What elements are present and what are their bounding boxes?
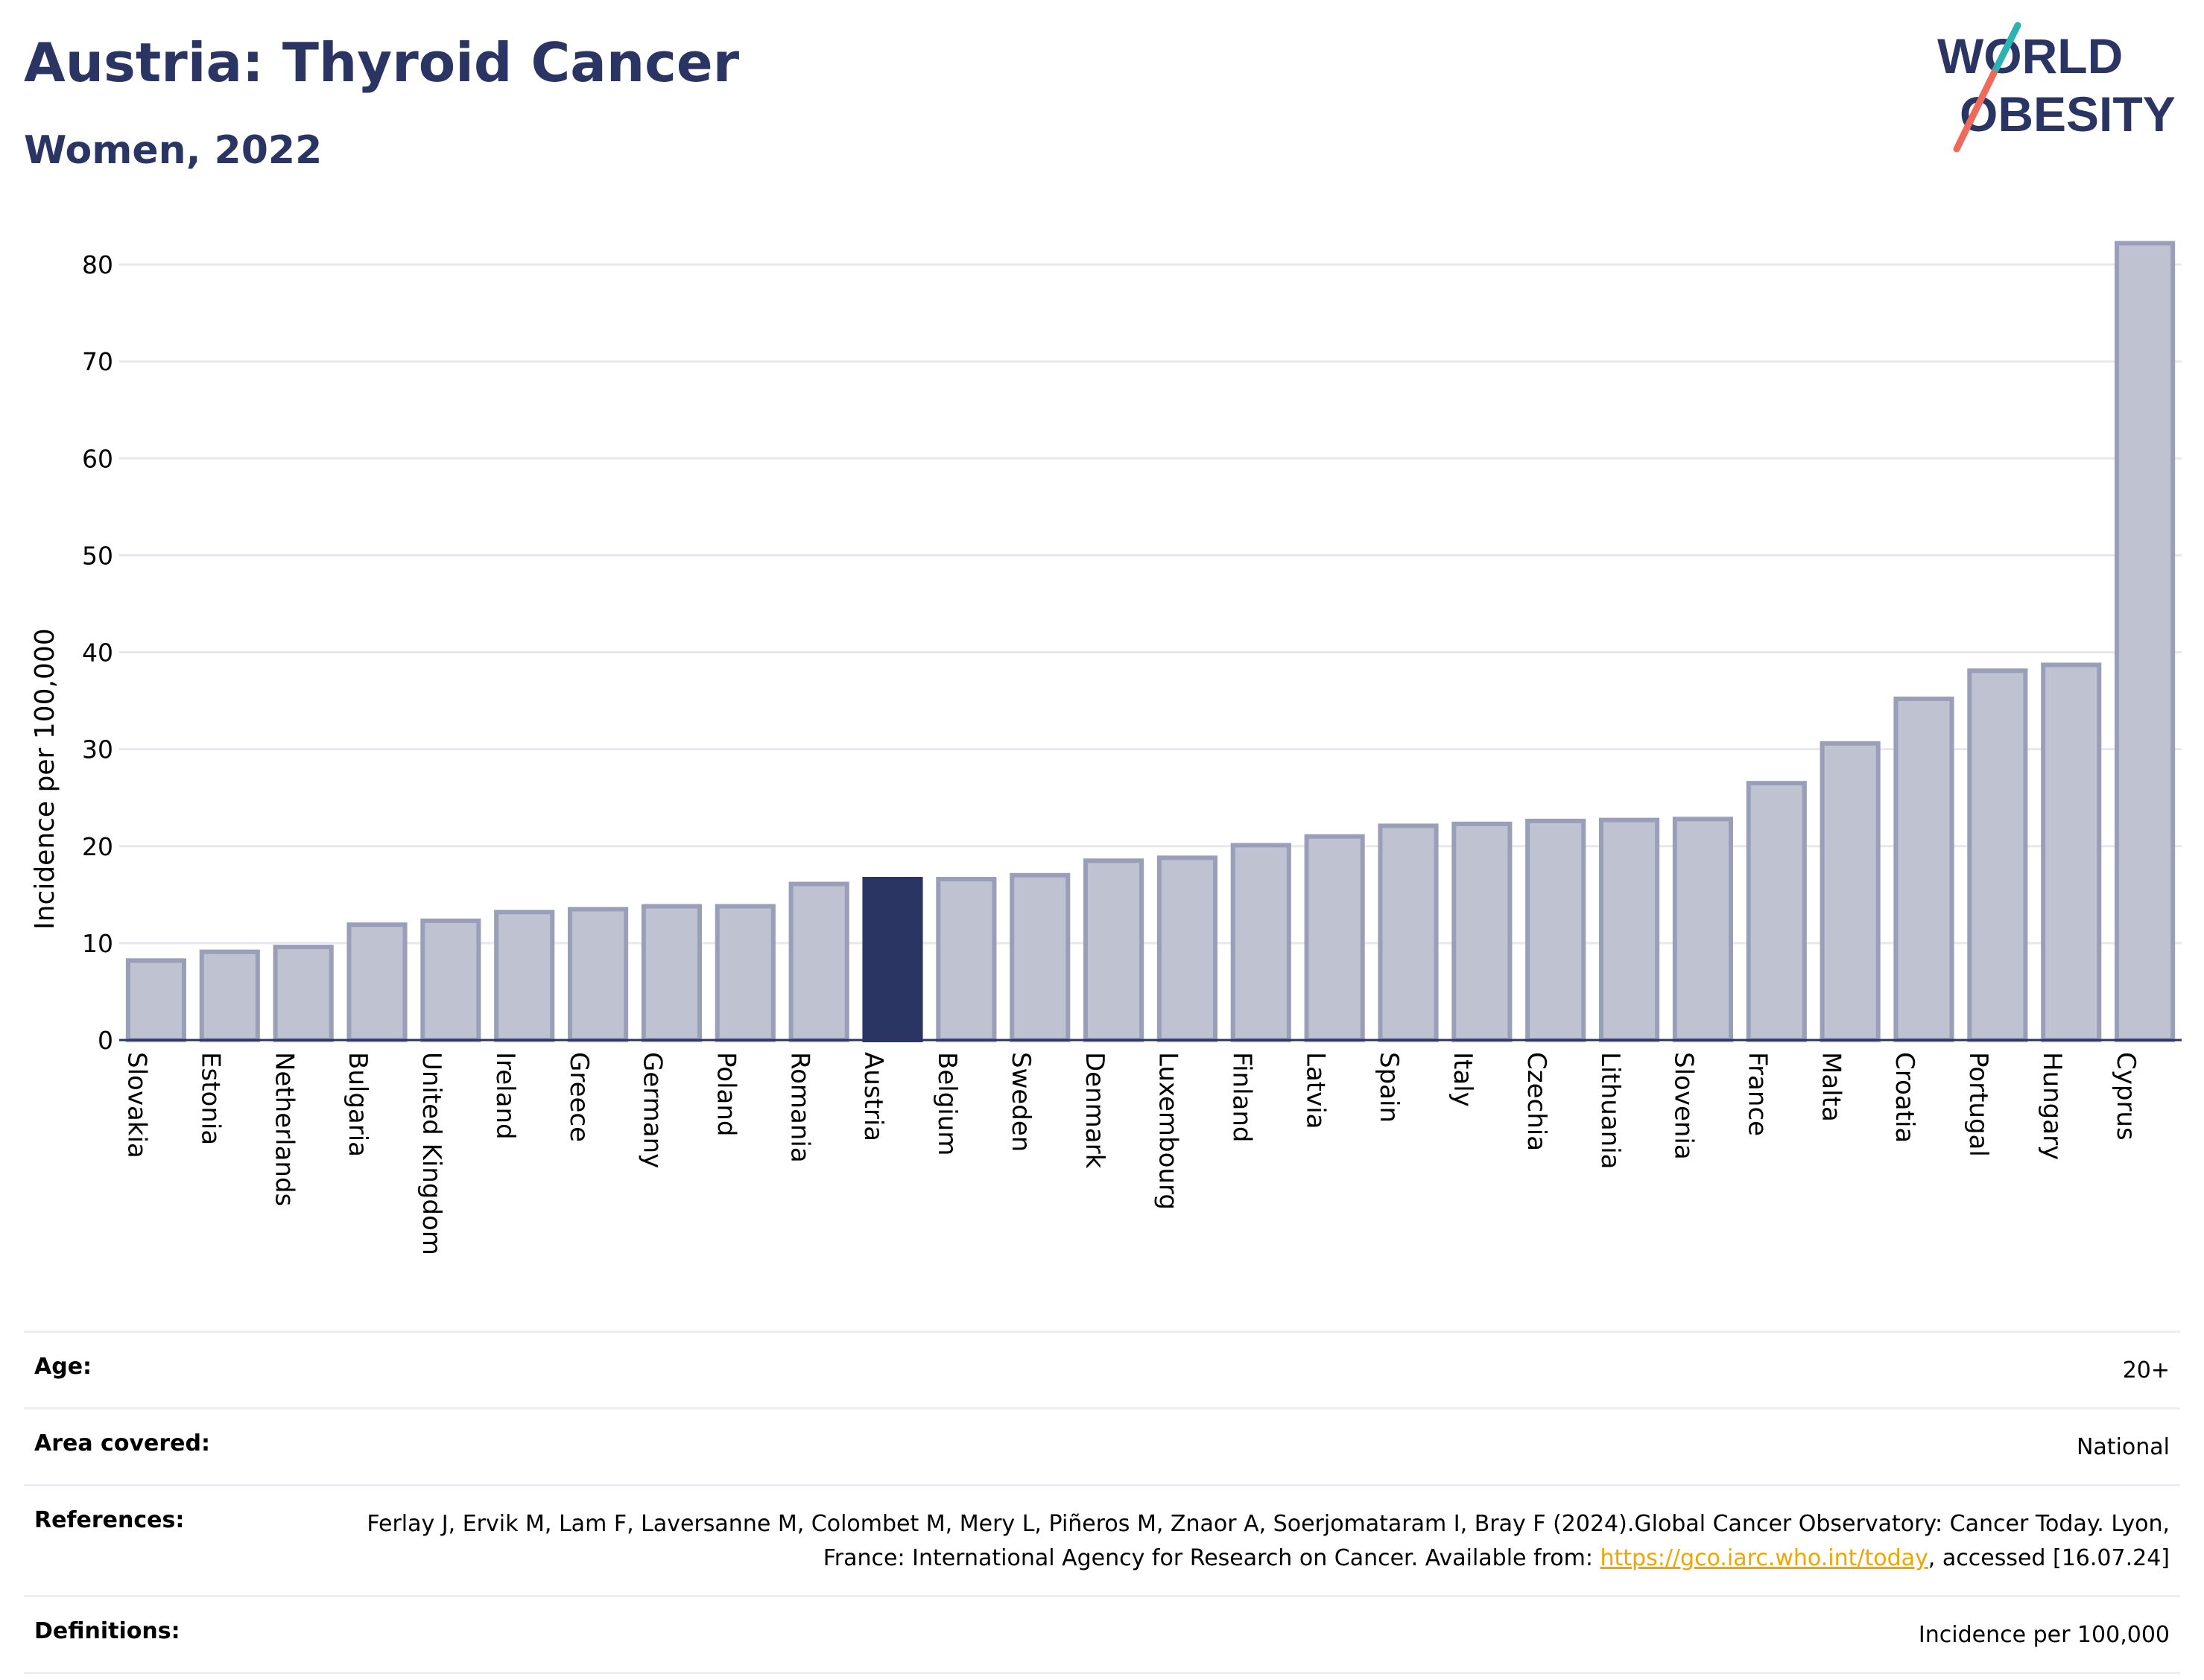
x-tick-label: Croatia xyxy=(1890,1052,1919,1143)
x-tick-label: Latvia xyxy=(1300,1052,1330,1129)
bar-hungary xyxy=(2041,662,2102,1042)
definitions-label: Definitions: xyxy=(34,1618,180,1644)
definitions-value: Incidence per 100,000 xyxy=(1918,1622,2170,1648)
world-obesity-logo: WORLD OBESITY xyxy=(1937,22,2176,153)
bar-italy xyxy=(1451,821,1513,1042)
references-value: Ferlay J, Ervik M, Lam F, Laversanne M, … xyxy=(307,1507,2170,1576)
x-tick-label: Ireland xyxy=(490,1052,520,1140)
bar-luxembourg xyxy=(1156,855,1217,1043)
x-tick-label: Finland xyxy=(1226,1052,1256,1143)
x-tick-label: Hungary xyxy=(2037,1052,2067,1160)
bars xyxy=(125,241,2176,1043)
bar-denmark xyxy=(1083,858,1144,1042)
bar-france xyxy=(1746,781,1807,1042)
references-link[interactable]: https://gco.iarc.who.int/today xyxy=(1600,1545,1928,1571)
y-tick-label: 10 xyxy=(82,929,113,958)
x-tick-label: Luxembourg xyxy=(1153,1052,1183,1210)
y-tick-label: 50 xyxy=(82,541,113,570)
bar-cyprus xyxy=(2115,241,2176,1042)
x-tick-label: Greece xyxy=(564,1052,594,1142)
bar-slovakia xyxy=(125,958,186,1043)
y-tick-label: 80 xyxy=(82,250,113,279)
x-tick-label: Denmark xyxy=(1080,1052,1109,1169)
x-tick-label: Bulgaria xyxy=(343,1052,373,1157)
page-title: Austria: Thyroid Cancer xyxy=(24,31,740,94)
bar-ireland xyxy=(494,910,555,1042)
x-tick-label: Czechia xyxy=(1521,1052,1551,1151)
y-tick-label: 70 xyxy=(82,347,113,376)
bar-belgium xyxy=(936,877,997,1042)
bar-finland xyxy=(1230,843,1291,1042)
page-subtitle: Women, 2022 xyxy=(24,128,323,173)
x-tick-label: Cyprus xyxy=(2111,1052,2141,1141)
bar-latvia xyxy=(1304,834,1365,1042)
bar-croatia xyxy=(1893,696,1954,1043)
x-tick-label: Lithuania xyxy=(1595,1052,1625,1169)
x-tick-label: Germany xyxy=(638,1052,668,1168)
area-value: National xyxy=(2076,1434,2170,1460)
logo-text-obesity: OBESITY xyxy=(1960,86,2176,142)
bar-united-kingdom xyxy=(420,918,481,1043)
bar-malta xyxy=(1820,741,1881,1043)
logo-text-world: WORLD xyxy=(1937,28,2123,83)
x-tick-label: France xyxy=(1742,1052,1772,1136)
age-value: 20+ xyxy=(2122,1357,2170,1383)
y-tick-label: 20 xyxy=(82,832,113,861)
bar-portugal xyxy=(1967,668,2028,1042)
x-tick-label: Spain xyxy=(1374,1052,1404,1123)
x-tick-label: Portugal xyxy=(1963,1052,1993,1157)
y-tick-label: 60 xyxy=(82,444,113,473)
bar-greece xyxy=(568,907,629,1043)
age-label: Age: xyxy=(34,1354,92,1380)
info-row-area: Area covered: National xyxy=(24,1407,2180,1484)
bar-chart: 0 10 20 30 40 50 60 70 80 Slovakia Estonia Netherl… xyxy=(30,241,2182,1255)
bar-lithuania xyxy=(1599,817,1660,1042)
bar-bulgaria xyxy=(346,922,408,1042)
references-text: Ferlay J, Ervik M, Lam F, Laversanne M, … xyxy=(367,1511,2170,1571)
bar-sweden xyxy=(1010,872,1071,1042)
x-tick-label: Malta xyxy=(1816,1052,1846,1122)
x-tick-label: Austria xyxy=(858,1052,888,1141)
x-tick-label: Sweden xyxy=(1006,1052,1036,1152)
x-tick-label: Poland xyxy=(711,1052,741,1137)
x-tick-label: Italy xyxy=(1448,1052,1478,1107)
x-tick-labels: Slovakia Estonia Netherlands Bulgaria United… xyxy=(122,1052,2141,1255)
x-tick-label: Belgium xyxy=(932,1052,962,1156)
bar-czechia xyxy=(1525,818,1586,1043)
info-row-references: References: Ferlay J, Ervik M, Lam F, La… xyxy=(24,1484,2180,1595)
x-tick-label: Estonia xyxy=(195,1052,225,1145)
bar-poland xyxy=(715,904,776,1042)
bar-netherlands xyxy=(273,945,334,1042)
x-tick-label: Slovakia xyxy=(122,1052,152,1158)
x-tick-label: Netherlands xyxy=(269,1052,299,1206)
bar-spain xyxy=(1378,823,1439,1042)
y-tick-label: 40 xyxy=(82,638,113,668)
y-tick-label: 30 xyxy=(82,735,113,764)
bar-slovenia xyxy=(1672,817,1733,1043)
x-tick-label: Romania xyxy=(785,1052,814,1163)
y-tick-label: 0 xyxy=(98,1026,113,1055)
info-row-definitions: Definitions: Incidence per 100,000 xyxy=(24,1595,2180,1674)
info-table: Age: 20+ Area covered: National Referenc… xyxy=(24,1331,2180,1674)
area-label: Area covered: xyxy=(34,1430,210,1456)
references-tail: , accessed [16.07.24] xyxy=(1928,1545,2170,1571)
bar-romania xyxy=(788,881,849,1042)
logo-slash-coral xyxy=(1953,69,1998,153)
x-tick-label: United Kingdom xyxy=(417,1052,446,1255)
references-label: References: xyxy=(34,1507,185,1533)
bar-estonia xyxy=(199,949,260,1043)
x-tick-label: Slovenia xyxy=(1669,1052,1699,1160)
bar-austria xyxy=(862,877,923,1042)
logo-slash-teal xyxy=(1990,22,2021,77)
info-row-age: Age: 20+ xyxy=(24,1331,2180,1407)
y-axis-label: Incidence per 100,000 xyxy=(30,628,60,930)
bar-germany xyxy=(641,904,702,1042)
y-tick-labels: 0 10 20 30 40 50 60 70 80 xyxy=(82,250,113,1055)
